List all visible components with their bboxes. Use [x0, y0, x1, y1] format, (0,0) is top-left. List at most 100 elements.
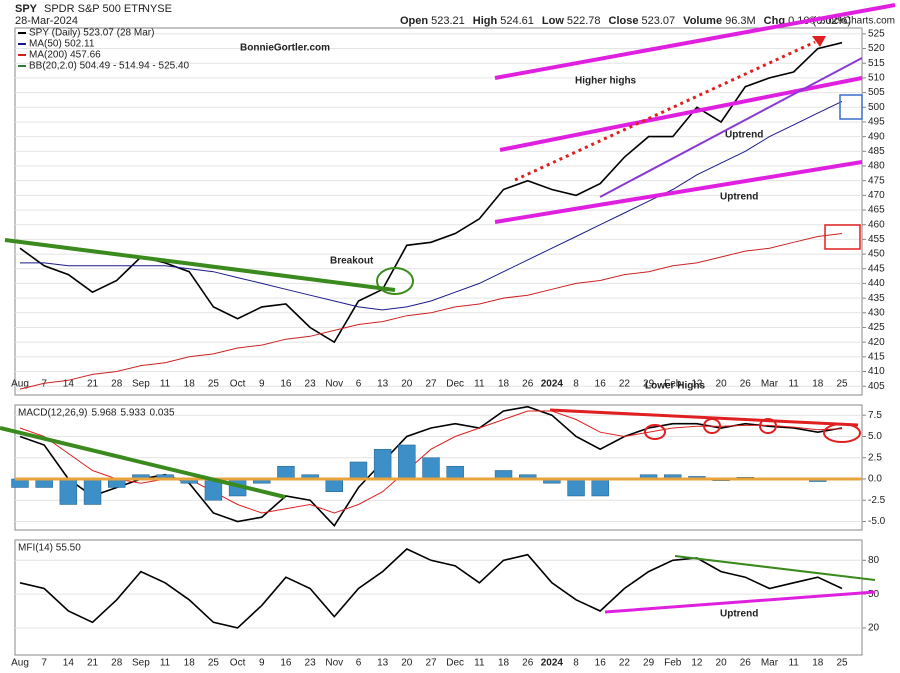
histogram-bar — [59, 478, 78, 505]
x-tick-label: 26 — [522, 379, 534, 390]
trend-line — [0, 426, 286, 499]
highlight-circle — [703, 418, 721, 434]
trend-line — [514, 40, 816, 182]
x-tick-label: 12 — [691, 379, 703, 390]
x-tick-label: 18 — [184, 379, 196, 390]
x-tick-label: 18 — [498, 379, 510, 390]
annotation: Uptrend — [725, 130, 763, 141]
x-tick-label: 16 — [280, 658, 292, 669]
trend-line — [494, 3, 896, 80]
x-tick-label: 13 — [377, 379, 389, 390]
quote-value: 524.61 — [500, 15, 534, 27]
x-tick-label: Nov — [325, 379, 343, 390]
quote-label: Close — [609, 15, 639, 27]
x-tick-label: 28 — [111, 658, 123, 669]
highlight-circle — [759, 418, 777, 434]
y-tick-label: 425 — [868, 322, 885, 333]
x-tick-label: 20 — [401, 658, 413, 669]
quote-value: 523.21 — [431, 15, 465, 27]
x-tick-label: 11 — [160, 658, 171, 669]
quote-value: 523.07 — [642, 15, 676, 27]
y-tick-label: 485 — [868, 146, 885, 157]
x-tick-label: 21 — [87, 379, 99, 390]
x-tick-label: 25 — [836, 379, 848, 390]
x-tick-label: 18 — [812, 658, 824, 669]
trend-line — [549, 408, 859, 427]
y-tick-label: 525 — [868, 29, 885, 40]
x-tick-label: 26 — [740, 658, 752, 669]
quote-label: Open — [400, 15, 428, 27]
histogram-bar — [591, 478, 609, 497]
y-tick-label: 475 — [868, 175, 885, 186]
x-tick-label: 11 — [160, 379, 171, 390]
y-tick-label: 510 — [868, 73, 885, 84]
series-line — [20, 100, 843, 311]
trend-line — [494, 160, 863, 224]
y-tick-label: 5.0 — [868, 431, 882, 442]
x-tick-label: Nov — [325, 658, 343, 669]
legend-value: 0.035 — [150, 408, 175, 419]
x-tick-label: 26 — [740, 379, 752, 390]
x-tick-label: 25 — [836, 658, 848, 669]
watermark: © StockCharts.com — [809, 16, 895, 27]
histogram-bar — [567, 478, 585, 497]
x-tick-label: 25 — [208, 658, 220, 669]
x-tick-label: 29 — [643, 379, 655, 390]
y-tick-label: 470 — [868, 190, 885, 201]
histogram-bar — [325, 478, 344, 492]
quote-label: Low — [542, 15, 564, 27]
y-tick-label: 480 — [868, 161, 885, 172]
x-tick-label: 22 — [619, 379, 631, 390]
x-tick-label: Aug — [11, 379, 29, 390]
y-tick-label: 405 — [868, 381, 885, 392]
quote-label: Volume — [683, 15, 722, 27]
x-tick-label: 12 — [691, 658, 703, 669]
x-tick-label: 6 — [356, 379, 362, 390]
histogram-bar — [398, 444, 416, 480]
x-tick-label: 7 — [41, 658, 47, 669]
y-tick-label: 505 — [868, 87, 885, 98]
x-tick-label: Mar — [761, 379, 779, 390]
trend-line — [4, 238, 396, 292]
trend-line — [674, 555, 876, 581]
y-tick-label: 465 — [868, 205, 885, 216]
y-tick-label: 2.5 — [868, 452, 882, 463]
x-tick-label: Sep — [132, 658, 150, 669]
name: SPDR S&P 500 ETF — [44, 3, 145, 15]
legend-value: 5.968 — [91, 408, 116, 419]
x-tick-label: 27 — [425, 658, 437, 669]
x-tick-label: 2024 — [541, 658, 564, 669]
x-tick-label: 25 — [208, 379, 220, 390]
x-tick-label: 8 — [573, 379, 579, 390]
trend-line — [604, 590, 876, 614]
x-tick-label: 18 — [184, 658, 196, 669]
quote-value: 522.78 — [567, 15, 601, 27]
x-tick-label: 11 — [788, 658, 799, 669]
y-tick-label: 7.5 — [868, 410, 882, 421]
x-tick-label: 13 — [377, 658, 389, 669]
x-tick-label: 11 — [474, 379, 485, 390]
histogram-bar — [277, 465, 295, 480]
date: 28-Mar-2024 — [15, 15, 78, 27]
x-tick-label: 7 — [41, 379, 47, 390]
x-tick-label: 11 — [788, 379, 799, 390]
y-tick-label: 0.0 — [868, 474, 882, 485]
legend-label: BB(20,2.0) 504.49 - 514.94 - 525.40 — [29, 61, 190, 72]
histogram-bar — [422, 457, 440, 480]
x-tick-label: 9 — [259, 658, 265, 669]
x-tick-label: Oct — [230, 658, 246, 669]
y-tick-label: -2.5 — [868, 495, 886, 506]
histogram-bar — [446, 465, 464, 480]
y-tick-label: 410 — [868, 366, 885, 377]
y-tick-label: 445 — [868, 263, 885, 274]
y-tick-label: 460 — [868, 219, 885, 230]
x-tick-label: 22 — [619, 658, 631, 669]
x-tick-label: Dec — [446, 658, 464, 669]
y-tick-label: 415 — [868, 351, 885, 362]
x-tick-label: 16 — [595, 379, 607, 390]
y-tick-label: 490 — [868, 131, 885, 142]
x-tick-label: 21 — [87, 658, 99, 669]
symbol: SPY — [15, 3, 38, 15]
series-line — [19, 233, 843, 390]
x-tick-label: Feb — [664, 658, 682, 669]
